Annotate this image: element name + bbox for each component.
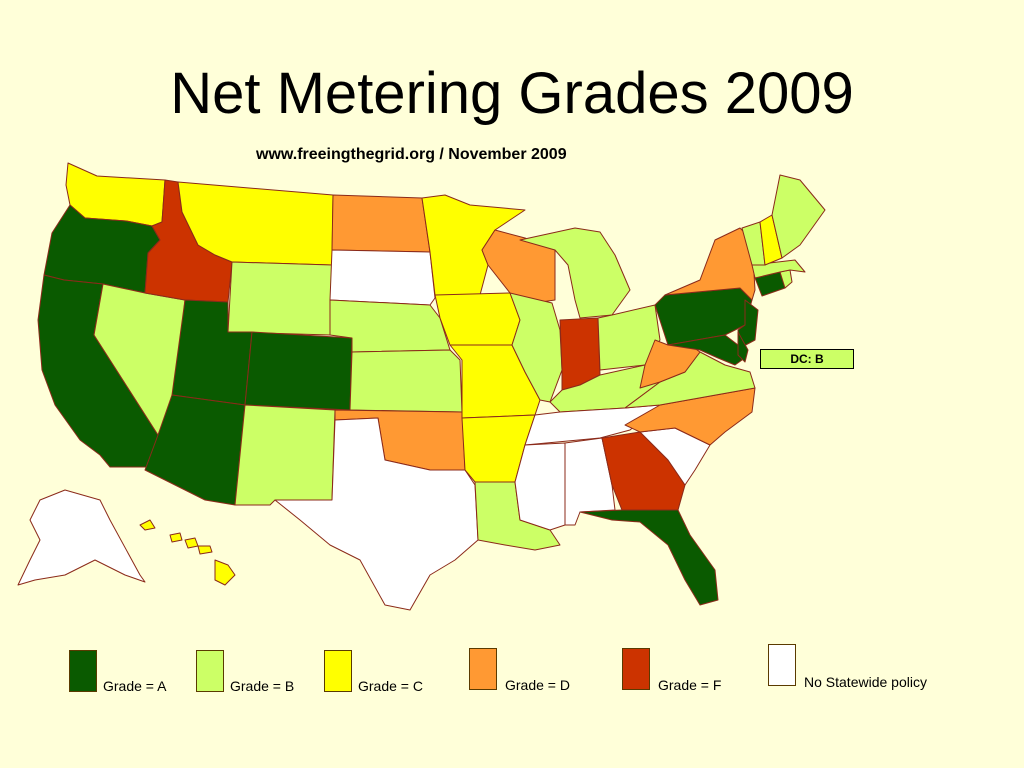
- state-wv[interactable]: [639, 339, 701, 389]
- legend-swatch-a: [69, 650, 97, 692]
- state-wi[interactable]: [481, 229, 556, 306]
- legend-swatch-f: [622, 648, 650, 690]
- state-sd[interactable]: [329, 249, 436, 306]
- state-fl[interactable]: [579, 509, 719, 606]
- legend-swatch-b: [196, 650, 224, 692]
- state-ks[interactable]: [349, 349, 463, 413]
- legend-label-a: Grade = A: [103, 678, 167, 694]
- legend-label-b: Grade = B: [230, 678, 295, 694]
- state-ny[interactable]: [664, 227, 756, 301]
- legend-swatch-d: [469, 648, 497, 690]
- legend-label-none: No Statewide policy: [804, 674, 927, 690]
- state-ms[interactable]: [514, 442, 566, 531]
- legend-label-d: Grade = D: [505, 677, 570, 693]
- source-subtitle: www.freeingthegrid.org / November 2009: [256, 146, 567, 163]
- state-pa[interactable]: [654, 287, 753, 346]
- state-hi[interactable]: [139, 519, 236, 586]
- state-md[interactable]: [667, 334, 743, 366]
- state-ak[interactable]: [17, 489, 146, 586]
- state-oh[interactable]: [597, 304, 661, 371]
- legend-label-c: Grade = C: [358, 678, 423, 694]
- state-wy[interactable]: [227, 261, 333, 336]
- dc-grade-box: DC: B: [760, 349, 854, 369]
- state-nm[interactable]: [234, 404, 336, 506]
- state-co[interactable]: [244, 331, 353, 411]
- state-de[interactable]: [737, 331, 749, 363]
- state-il[interactable]: [509, 292, 563, 403]
- state-ia[interactable]: [434, 292, 521, 346]
- legend-swatch-none: [768, 644, 796, 686]
- state-nd[interactable]: [331, 194, 431, 253]
- page-title: Net Metering Grades 2009: [170, 61, 854, 126]
- legend-swatch-c: [324, 650, 352, 692]
- legend-label-f: Grade = F: [658, 677, 722, 693]
- us-map: [17, 162, 826, 611]
- state-tx[interactable]: [274, 417, 479, 611]
- state-me[interactable]: [771, 174, 826, 259]
